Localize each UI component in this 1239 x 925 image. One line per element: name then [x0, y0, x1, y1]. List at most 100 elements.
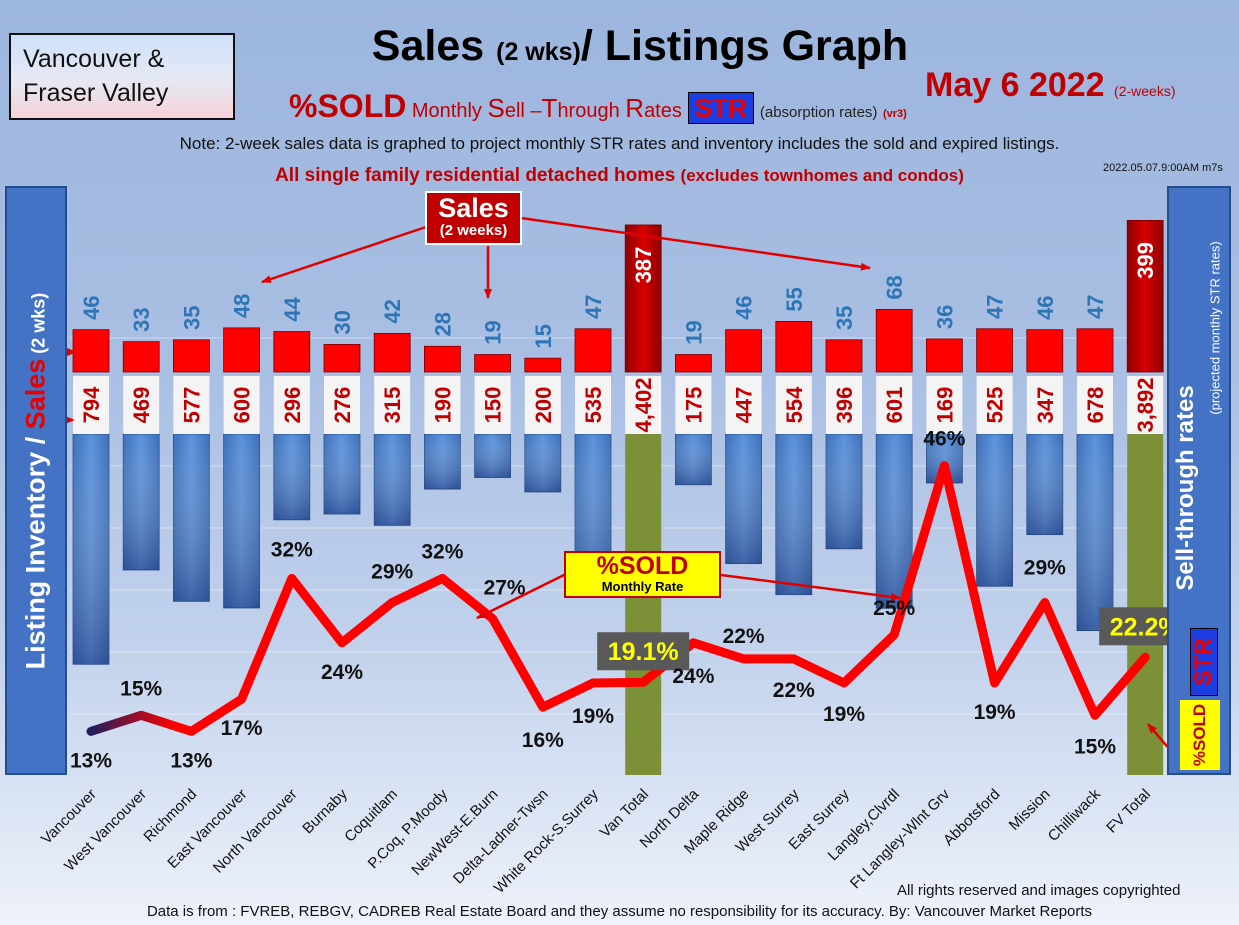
- subtitle: %SOLD Monthly Sell –Through Rates STR (abs…: [289, 88, 907, 125]
- str-side-badge: STR: [1190, 628, 1218, 696]
- inventory-bar-shade: [1026, 434, 1063, 535]
- scope-small: (excludes townhomes and condos): [680, 166, 964, 185]
- left-axis-label: Listing Inventory / Sales (2 wks): [21, 292, 52, 669]
- report-date: May 6 2022 (2-weeks): [925, 66, 1176, 105]
- sales-label: 46: [732, 295, 757, 319]
- inventory-bar-shade: [324, 434, 360, 515]
- page-title: Sales (2 wks)/ Listings Graph: [300, 22, 980, 71]
- left-label-small: (2 wks): [28, 292, 49, 359]
- sales-bar: [172, 339, 210, 373]
- inventory-bars: [72, 433, 1114, 665]
- str-label: 15%: [120, 677, 162, 700]
- str-label: 24%: [321, 661, 363, 684]
- inventory-bar-shade: [73, 434, 109, 665]
- sales-label: 42: [380, 299, 405, 323]
- inventory-label: 150: [481, 387, 506, 424]
- inventory-labels: 794 469 577 600 296 276 315 190 150 200 535 4,402 17…: [79, 377, 1158, 432]
- sold-arrow-right: [720, 573, 901, 601]
- str-label: 29%: [371, 561, 413, 584]
- title-main: Sales: [371, 22, 497, 70]
- total-column-base: [625, 434, 662, 775]
- date-small: (2-weeks): [1114, 83, 1176, 99]
- category-label: Mission: [1006, 786, 1054, 834]
- sales-label: 15: [531, 324, 556, 348]
- category-label: Burnaby: [299, 785, 351, 837]
- str-label: 13%: [70, 749, 112, 772]
- title-tail: / Listings Graph: [580, 22, 909, 70]
- sales-label: 48: [230, 294, 255, 318]
- sales-bar: [122, 341, 160, 373]
- subtitle-t: T: [541, 93, 558, 123]
- left-axis-panel: Listing Inventory / Sales (2 wks): [5, 186, 67, 775]
- subtitle-part-4: ates: [644, 100, 682, 122]
- sales-label: 46: [79, 295, 104, 319]
- str-label: 19%: [974, 701, 1016, 724]
- inventory-label-box: [524, 376, 561, 434]
- inventory-label-box: [173, 376, 210, 434]
- inventory-label-box: [73, 376, 109, 434]
- inventory-label: 200: [531, 387, 556, 424]
- sales-bar: [775, 320, 813, 373]
- inventory-label: 4,402: [631, 377, 656, 432]
- inventory-bar-shade: [976, 434, 1013, 587]
- str-line: [86, 461, 1150, 736]
- sales-bar: [1126, 219, 1164, 373]
- str-label: 15%: [1074, 735, 1116, 758]
- note-text: Note: 2-week sales data is graphed to pr…: [179, 134, 1060, 153]
- sales-label: 35: [832, 306, 857, 330]
- left-label-main: Listing Inventory /: [20, 428, 51, 669]
- inventory-label: 315: [380, 387, 405, 424]
- sales-label: 30: [330, 310, 355, 334]
- inventory-label-box: [1127, 376, 1164, 434]
- sales-label: 47: [1083, 295, 1108, 319]
- str-label: 22%: [723, 625, 765, 648]
- str-label: 24%: [672, 665, 714, 688]
- inventory-label-box: [625, 376, 662, 434]
- inventory-label: 169: [932, 387, 957, 424]
- sales-arrow-left: [261, 225, 427, 284]
- inventory-label: 535: [581, 387, 606, 424]
- inventory-bar-shade: [223, 434, 260, 608]
- str-label: 32%: [271, 538, 313, 561]
- inventory-label-box: [474, 376, 511, 434]
- subtitle-part-3: hrough: [557, 100, 626, 122]
- sales-bar: [675, 354, 712, 373]
- inventory-label-box: [324, 376, 360, 434]
- inventory-label-box: [273, 376, 310, 434]
- sales-bar: [524, 357, 562, 373]
- inventory-label: 175: [681, 387, 706, 424]
- sales-bars: [72, 219, 1164, 373]
- subtitle-part-2: ell –: [504, 100, 542, 122]
- str-label: 25%: [873, 597, 915, 620]
- inventory-label: 554: [782, 386, 807, 423]
- sold-callout: %SOLD Monthly Rate: [564, 551, 721, 598]
- inventory-label: 577: [179, 387, 204, 424]
- inventory-label-box: [575, 376, 611, 434]
- sold-arrow-left: [476, 572, 567, 620]
- sold-callout-sub: Monthly Rate: [601, 579, 684, 594]
- sales-bar: [825, 339, 863, 373]
- sold-side-badge: %SOLD: [1180, 700, 1220, 770]
- sales-label: 19: [681, 320, 706, 344]
- right-axis-label: Sell-through rates: [1172, 385, 1199, 591]
- inventory-label-box: [725, 376, 762, 434]
- inventory-bar-shade: [173, 434, 210, 602]
- inventory-label-box: [123, 376, 160, 434]
- inventory-label: 794: [79, 386, 104, 423]
- sales-bar: [1026, 329, 1064, 373]
- inventory-label: 600: [230, 387, 255, 424]
- category-label: Delta-Ladner-Twsn: [450, 786, 552, 888]
- subtitle-sold: %SOLD: [289, 88, 407, 124]
- inventory-label-box: [424, 376, 461, 434]
- sold-side-text: %SOLD: [1190, 703, 1209, 767]
- inventory-bar-shade: [123, 434, 160, 571]
- region-line-1: Vancouver &: [23, 45, 165, 73]
- inventory-label: 469: [129, 387, 154, 424]
- inventory-label: 601: [882, 387, 907, 424]
- str-label: 17%: [221, 717, 263, 740]
- sales-callout-sub: (2 weeks): [439, 222, 508, 239]
- inventory-label-boxes: [73, 376, 1164, 434]
- inventory-label-box: [374, 376, 411, 434]
- inventory-label: 3,892: [1133, 377, 1158, 432]
